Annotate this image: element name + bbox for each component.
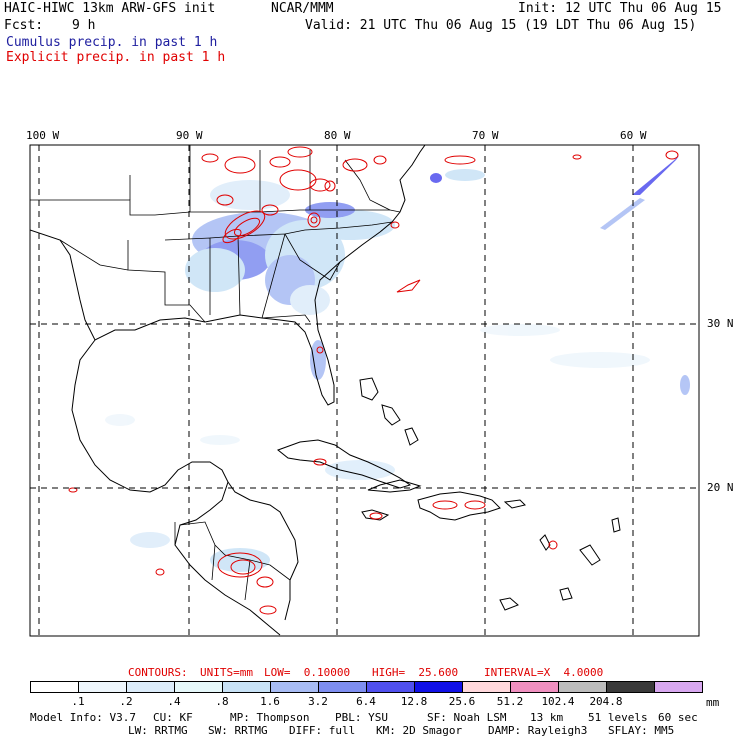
footer-diff: DIFF: full bbox=[289, 724, 356, 737]
colorbar-tick-label: 25.6 bbox=[448, 695, 476, 708]
footer-sw: SW: RRTMG bbox=[208, 724, 268, 737]
lat-label-20n: 20 N bbox=[707, 481, 734, 494]
colorbar-tick-label: 1.6 bbox=[260, 695, 280, 708]
lon-label-90w: 90 W bbox=[176, 129, 203, 142]
colorbar-swatch bbox=[366, 681, 415, 693]
colorbar-swatch bbox=[126, 681, 175, 693]
lon-label-70w: 70 W bbox=[472, 129, 499, 142]
colorbar-swatch bbox=[318, 681, 367, 693]
footer-lw: LW: RRTMG bbox=[128, 724, 188, 737]
colorbar-tick-label: .2 bbox=[119, 695, 133, 708]
colorbar-swatch bbox=[174, 681, 223, 693]
colorbar-tick-label: 6.4 bbox=[356, 695, 376, 708]
colorbar-swatch bbox=[222, 681, 271, 693]
explicit-precip-contours bbox=[68, 146, 679, 615]
init-time: Init: 12 UTC Thu 06 Aug 15 bbox=[518, 1, 722, 16]
forecast-hour: 9 h bbox=[72, 18, 96, 33]
footer-pbl: PBL: YSU bbox=[335, 711, 388, 724]
colorbar-tick-label: 3.2 bbox=[308, 695, 328, 708]
lat-label-30n: 30 N bbox=[707, 317, 734, 330]
colorbar-swatch bbox=[414, 681, 463, 693]
cumulus-precip-shading bbox=[105, 156, 690, 572]
forecast-label: Fcst: bbox=[4, 18, 44, 33]
organization-label: NCAR/MMM bbox=[271, 1, 334, 16]
colorbar-tick-label: 51.2 bbox=[496, 695, 524, 708]
footer-damp: DAMP: Rayleigh3 bbox=[488, 724, 588, 737]
colorbar-swatch bbox=[654, 681, 703, 693]
colorbar-swatch bbox=[78, 681, 127, 693]
footer-model-info: Model Info: V3.7 bbox=[30, 711, 136, 724]
lon-label-80w: 80 W bbox=[324, 129, 351, 142]
colorbar-swatch bbox=[558, 681, 607, 693]
colorbar-swatch bbox=[30, 681, 79, 693]
contour-title: CONTOURS: bbox=[128, 666, 188, 679]
footer-sflay: SFLAY: MM5 bbox=[608, 724, 675, 737]
contour-units: UNITS=mm bbox=[200, 666, 253, 679]
model-title: HAIC-HIWC 13km ARW-GFS init bbox=[4, 1, 216, 16]
footer-cu: CU: KF bbox=[153, 711, 193, 724]
colorbar-tick-label: .8 bbox=[215, 695, 229, 708]
contour-interval: INTERVAL=X 4.0000 bbox=[484, 666, 604, 679]
colorbar-swatch bbox=[462, 681, 511, 693]
colorbar-swatch bbox=[510, 681, 559, 693]
colorbar-tick-label: 102.4 bbox=[541, 695, 575, 708]
footer-km: KM: 2D Smagor bbox=[376, 724, 463, 737]
colorbar-tick-label: 12.8 bbox=[400, 695, 428, 708]
colorbar-swatch bbox=[606, 681, 655, 693]
lon-label-60w: 60 W bbox=[620, 129, 647, 142]
footer-mp: MP: Thompson bbox=[230, 711, 310, 724]
coastlines bbox=[30, 145, 621, 636]
lat-lon-grid bbox=[30, 145, 699, 636]
colorbar-unit: mm bbox=[706, 696, 720, 709]
footer-timestep: 60 sec bbox=[658, 711, 698, 724]
valid-time: Valid: 21 UTC Thu 06 Aug 15 (19 LDT Thu … bbox=[305, 18, 697, 33]
colorbar-swatch bbox=[270, 681, 319, 693]
colorbar-tick-label: .4 bbox=[167, 695, 181, 708]
map-frame bbox=[29, 144, 700, 637]
footer-resolution: 13 km bbox=[530, 711, 564, 724]
footer-sf: SF: Noah LSM bbox=[427, 711, 507, 724]
legend-cumulus-precip: Cumulus precip. in past 1 h bbox=[6, 35, 218, 50]
footer-levels: 51 levels bbox=[588, 711, 648, 724]
colorbar-tick-label: .1 bbox=[71, 695, 85, 708]
contour-low: LOW= 0.10000 bbox=[264, 666, 351, 679]
legend-explicit-precip: Explicit precip. in past 1 h bbox=[6, 50, 226, 65]
contour-high: HIGH= 25.600 bbox=[372, 666, 459, 679]
lon-label-100w: 100 W bbox=[26, 129, 60, 142]
colorbar-tick-label: 204.8 bbox=[589, 695, 623, 708]
